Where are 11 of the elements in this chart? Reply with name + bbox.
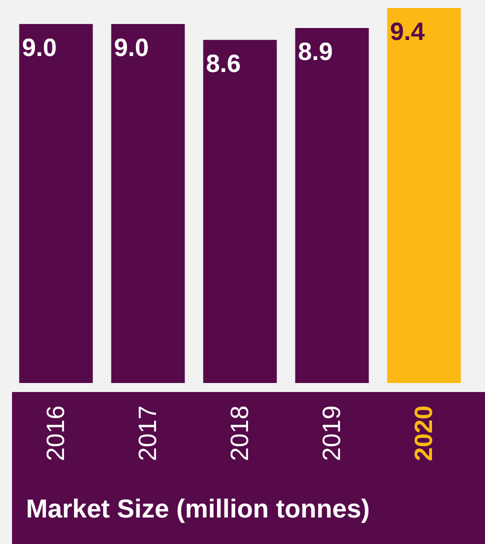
x-tick-label: 2020 — [410, 406, 438, 462]
x-tick-label: 2018 — [226, 406, 254, 462]
x-tick-label: 2017 — [134, 406, 162, 462]
text: Market Size (million tonnes) — [26, 494, 370, 524]
data-label: 9.0 — [114, 34, 149, 62]
x-tick-label: 2016 — [42, 406, 70, 462]
data-label: 9.4 — [390, 18, 425, 46]
data-label: 9.0 — [22, 34, 57, 62]
data-label: 8.6 — [206, 50, 241, 78]
data-label: 8.9 — [298, 38, 333, 66]
x-tick-label: 2019 — [318, 406, 346, 462]
